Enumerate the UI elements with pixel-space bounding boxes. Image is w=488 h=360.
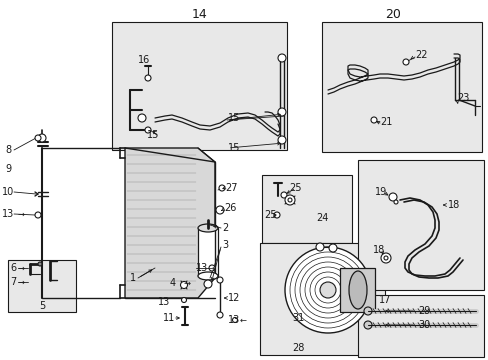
Circle shape [219,185,224,191]
Text: 19: 19 [374,187,386,197]
Text: 14: 14 [192,9,207,22]
Circle shape [145,127,151,133]
Circle shape [35,212,41,218]
Text: 5: 5 [39,301,45,311]
Text: →: → [18,278,25,287]
Bar [321,22,481,152]
Text: 13: 13 [158,297,170,307]
Text: 17: 17 [378,295,390,305]
Bar [198,228,218,276]
Text: →: → [183,279,191,288]
Ellipse shape [198,224,218,232]
Bar [357,160,483,290]
Circle shape [145,75,151,81]
Text: 18: 18 [372,245,385,255]
Circle shape [287,198,291,202]
Text: 25: 25 [288,183,301,193]
Text: 31: 31 [291,313,304,323]
Circle shape [278,136,285,144]
Bar [357,295,483,357]
Circle shape [319,282,335,298]
Text: 27: 27 [224,183,237,193]
Circle shape [138,114,146,122]
Circle shape [273,212,280,218]
Text: 21: 21 [379,117,391,127]
Bar [8,260,76,312]
Circle shape [281,192,286,198]
Circle shape [285,195,294,205]
Text: 30: 30 [417,320,429,330]
Text: →: → [207,264,215,273]
Text: 10: 10 [2,187,14,197]
Text: 25: 25 [264,210,276,220]
Circle shape [315,243,324,251]
Polygon shape [125,148,215,298]
Circle shape [203,280,212,288]
Circle shape [180,282,187,288]
Text: 15: 15 [227,113,240,123]
Text: 23: 23 [456,93,468,103]
Circle shape [363,321,371,329]
Text: 26: 26 [224,203,236,213]
Circle shape [380,253,390,263]
Bar [339,268,374,312]
Circle shape [285,247,370,333]
Text: 1: 1 [130,273,136,283]
Circle shape [370,117,376,123]
Text: →: → [18,210,25,219]
Ellipse shape [198,272,218,280]
Circle shape [393,200,397,204]
Circle shape [383,256,387,260]
Text: 16: 16 [138,55,150,65]
Text: 7: 7 [10,277,16,287]
Circle shape [278,54,285,62]
Text: 8: 8 [5,145,11,155]
Text: 4: 4 [170,278,176,288]
Bar [112,22,286,150]
Circle shape [216,206,224,214]
Text: 2: 2 [222,223,228,233]
Text: 15: 15 [147,130,159,140]
Text: 6: 6 [10,263,16,273]
Circle shape [232,318,237,323]
Circle shape [363,307,371,315]
Circle shape [38,134,46,142]
Circle shape [181,297,186,302]
Text: 13: 13 [2,209,14,219]
Text: 28: 28 [291,343,304,353]
Text: 12: 12 [227,293,240,303]
Circle shape [35,135,41,141]
Circle shape [217,312,223,318]
Text: 3: 3 [222,240,228,250]
Bar [260,243,384,355]
Text: 13: 13 [196,263,208,273]
Circle shape [328,244,336,252]
Text: 18: 18 [447,200,459,210]
Text: ←: ← [240,315,246,324]
Text: 20: 20 [384,9,400,22]
Text: 13: 13 [227,315,240,325]
Circle shape [278,108,285,116]
Circle shape [402,59,408,65]
Text: →: → [18,264,25,273]
Ellipse shape [348,271,366,309]
Circle shape [208,265,215,271]
Text: 24: 24 [315,213,328,223]
Text: 9: 9 [5,164,11,174]
Text: 22: 22 [414,50,427,60]
Circle shape [38,262,42,266]
Text: 15: 15 [227,143,240,153]
Text: 11: 11 [163,313,175,323]
Circle shape [388,193,396,201]
Bar [262,175,351,243]
Circle shape [217,277,223,283]
Text: 29: 29 [417,306,429,316]
